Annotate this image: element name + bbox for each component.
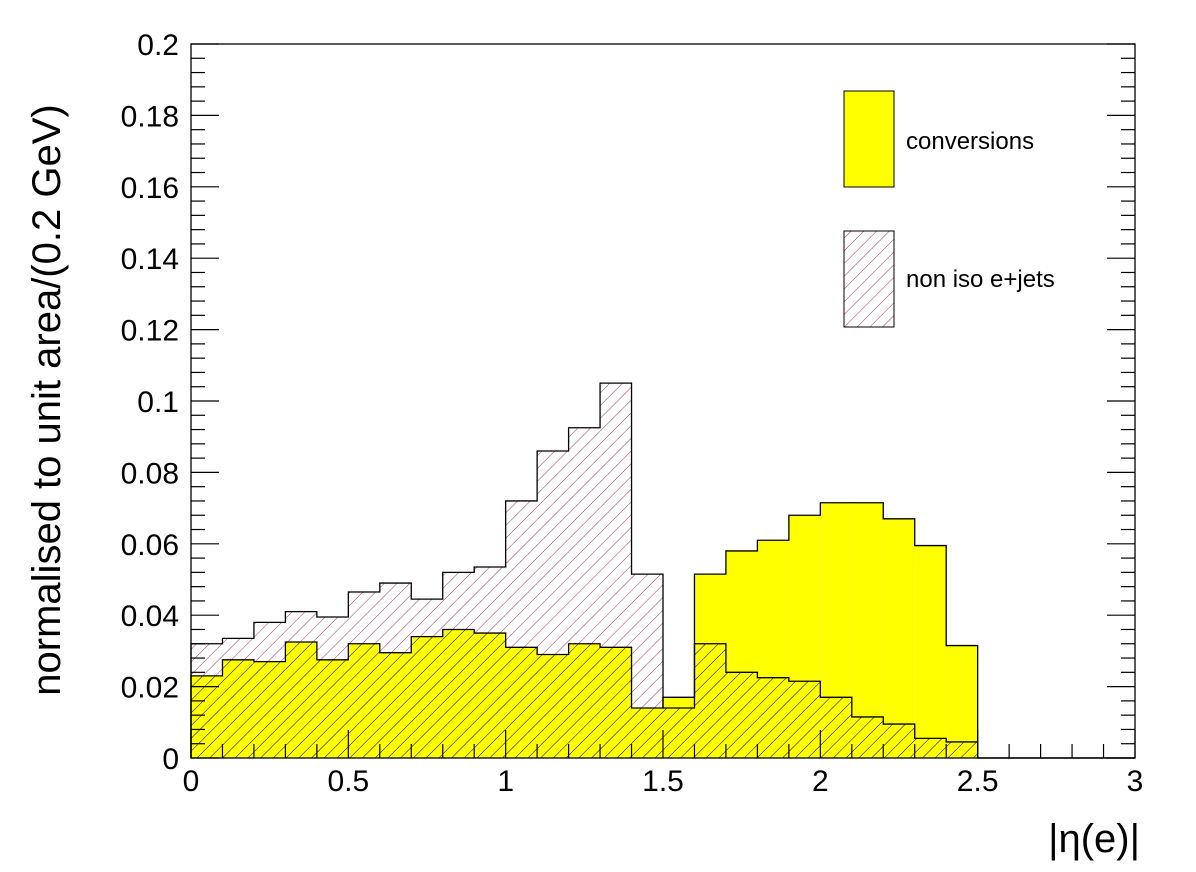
- y-tick-label: 0.2: [137, 29, 179, 62]
- overlap-hatch: [694, 643, 726, 758]
- overlap-hatch: [442, 629, 475, 758]
- legend-label-non-iso: non iso e+jets: [906, 266, 1055, 293]
- conversions-outline: [190, 502, 1135, 759]
- plot-area: [190, 43, 1136, 759]
- overlap-hatch: [379, 652, 412, 758]
- overlap-hatch: [253, 661, 286, 758]
- legend-swatch-non-iso: [843, 230, 895, 328]
- y-tick-label: 0.02: [121, 672, 179, 705]
- overlap-hatch: [851, 716, 884, 758]
- overlap-hatch: [348, 643, 380, 758]
- x-tick-label: 2: [812, 765, 829, 798]
- y-axis-title: normalised to unit area/(0.2 GeV): [25, 104, 69, 695]
- x-tick-label: 3: [1127, 765, 1144, 798]
- conversions-bar: [851, 502, 884, 758]
- overlap-hatch: [474, 633, 506, 758]
- overlap-hatch: [914, 738, 947, 758]
- overlap-hatch: [631, 708, 663, 758]
- y-tick-label: 0.12: [121, 315, 179, 348]
- non-iso-outline: [190, 382, 1135, 759]
- overlap-hatch: [788, 681, 821, 758]
- overlap-hatch: [946, 741, 978, 758]
- overlap-hatch: [820, 697, 852, 758]
- legend-swatch-conversions: [843, 90, 895, 188]
- overlap-hatch: [757, 677, 789, 758]
- x-tick-label: 2.5: [957, 765, 999, 798]
- x-tick-label: 0: [183, 765, 200, 798]
- x-tick-label: 1.5: [642, 765, 684, 798]
- overlap-hatch: [537, 654, 569, 758]
- overlap-hatch: [316, 659, 349, 758]
- conversions-bar: [883, 518, 915, 758]
- overlap-hatch: [725, 672, 758, 758]
- y-tick-label: 0.04: [121, 600, 179, 633]
- legend: conversions non iso e+jets: [843, 90, 1055, 328]
- overlap-hatch: [505, 647, 538, 758]
- overlap-hatch: [600, 647, 632, 758]
- x-tick-label: 1: [497, 765, 514, 798]
- conversions-bar: [914, 545, 947, 758]
- y-tick-label: 0.14: [121, 243, 179, 276]
- x-axis-title: |η(e)|: [1048, 817, 1140, 861]
- overlap-hatch: [883, 724, 915, 758]
- axis-ticks: [190, 43, 1136, 759]
- y-tick-label: 0.06: [121, 529, 179, 562]
- overlap-hatch: [191, 675, 223, 758]
- overlap-hatch: [411, 636, 443, 758]
- y-tick-label: 0: [162, 743, 179, 776]
- overlap-hatch: [568, 643, 601, 758]
- overlap-hatch: [222, 659, 254, 758]
- y-tick-label: 0.18: [121, 100, 179, 133]
- axis-tick-labels: 0 0.5 1 1.5 2 2.5 3 0 0.02 0.04 0.06 0.08 0.1 0.12 0.1…: [121, 29, 1144, 798]
- y-tick-label: 0.1: [137, 386, 179, 419]
- x-tick-label: 0.5: [327, 765, 369, 798]
- overlap-hatch: [285, 641, 317, 758]
- y-tick-label: 0.08: [121, 457, 179, 490]
- conversions-bar: [946, 645, 978, 758]
- y-tick-label: 0.16: [121, 172, 179, 205]
- overlap-hatch: [663, 708, 695, 758]
- legend-label-conversions: conversions: [906, 128, 1034, 155]
